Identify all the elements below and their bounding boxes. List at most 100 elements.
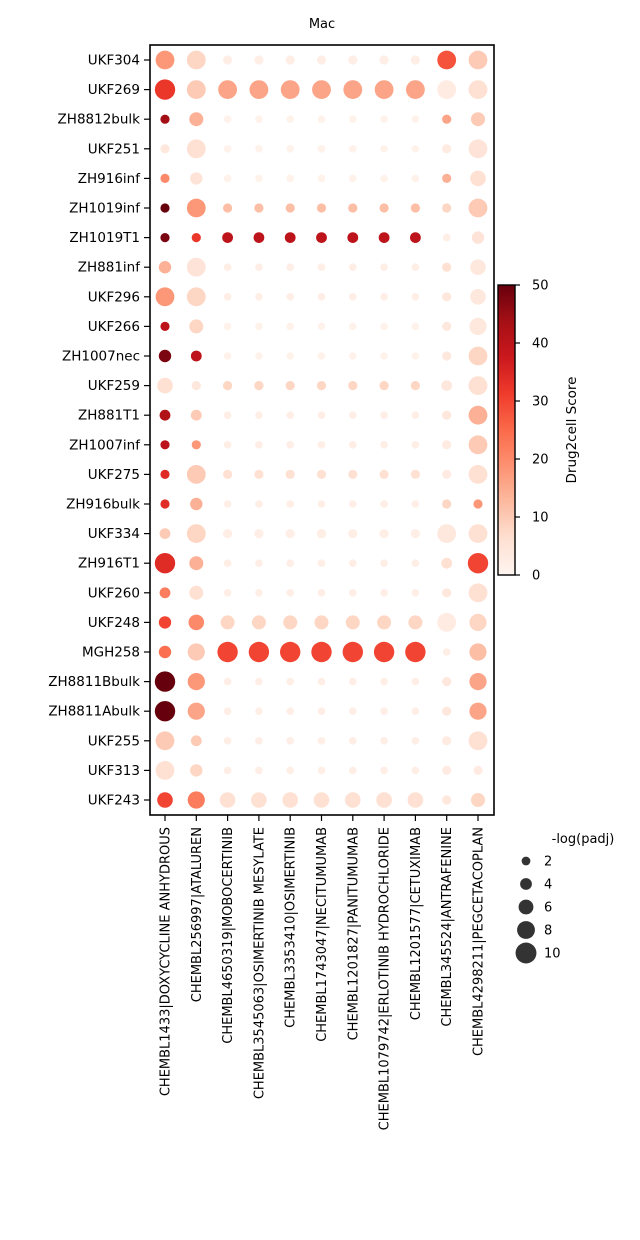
dot-19-2 — [220, 615, 235, 630]
dot-5-9 — [442, 203, 452, 213]
dot-11-4 — [285, 381, 295, 391]
dot-14-8 — [410, 469, 420, 479]
row-label: UKF243 — [88, 793, 140, 809]
dot-19-7 — [377, 615, 392, 630]
dot-17-1 — [189, 556, 204, 571]
dot-23-9 — [442, 736, 452, 746]
dot-3-5 — [317, 145, 326, 153]
col-label: CHEMBL3353410|OSIMERTINIB — [284, 827, 299, 1028]
row-label: ZH8811Bbulk — [48, 674, 140, 690]
dot-20-4 — [280, 641, 301, 663]
row-label: UKF251 — [88, 141, 140, 157]
column-labels: CHEMBL1433|DOXYCYCLINE ANHYDROUS CHEMBL25… — [159, 815, 487, 1130]
dot-1-6 — [343, 80, 363, 99]
dot-13-3 — [255, 441, 263, 449]
dot-13-1 — [191, 440, 201, 450]
dot-16-8 — [410, 529, 420, 539]
dot-20-2 — [217, 641, 238, 663]
dot-6-3 — [253, 232, 265, 244]
dot-2-4 — [286, 115, 295, 123]
dot-24-2 — [223, 766, 232, 775]
dot-6-7 — [378, 232, 390, 244]
dot-12-1 — [190, 409, 202, 421]
dot-0-2 — [223, 55, 233, 65]
dot-25-4 — [282, 792, 299, 808]
dot-9-1 — [189, 319, 204, 334]
dot-22-2 — [223, 707, 232, 715]
dot-7-5 — [317, 263, 326, 272]
plot-area — [149, 44, 495, 816]
dot-9-0 — [160, 321, 170, 331]
dot-0-1 — [186, 50, 206, 70]
dot-21-3 — [255, 677, 263, 686]
dot-13-6 — [349, 441, 357, 449]
dot-12-8 — [411, 411, 420, 420]
dot-17-4 — [286, 559, 295, 567]
dot-0-3 — [254, 55, 264, 65]
dot-11-3 — [254, 381, 264, 391]
dot-2-5 — [317, 115, 326, 123]
dot-0-10 — [468, 50, 488, 70]
dot-19-10 — [469, 613, 487, 632]
row-label: ZH916inf — [78, 171, 141, 187]
dot-9-4 — [286, 322, 295, 331]
dot-17-3 — [255, 559, 263, 567]
dot-0-9 — [437, 50, 457, 70]
row-labels: UKF304 UKF269 ZH8812bulk UKF251 ZH916inf ZH10… — [48, 53, 150, 809]
dot-6-0 — [160, 233, 170, 243]
row-label: ZH881inf — [78, 260, 141, 276]
dot-12-4 — [286, 411, 295, 420]
dot-8-4 — [286, 293, 295, 301]
colorbar-label: Drug2cell Score — [564, 377, 580, 484]
dot-4-3 — [255, 174, 263, 183]
plot-frame — [149, 44, 495, 816]
dot-14-0 — [160, 469, 170, 479]
dot-18-7 — [380, 589, 388, 597]
dot-23-5 — [317, 737, 326, 745]
dot-13-7 — [380, 441, 388, 449]
dot-3-0 — [160, 144, 170, 154]
dot-11-9 — [441, 380, 453, 391]
dot-12-9 — [442, 410, 452, 420]
dot-22-8 — [411, 707, 420, 715]
size-legend: -log(padj)2 4 6 8 10 — [515, 832, 615, 964]
dot-18-8 — [411, 589, 420, 597]
dot-8-8 — [411, 293, 420, 301]
dot-18-0 — [159, 587, 171, 599]
dot-14-5 — [316, 469, 327, 479]
dot-24-9 — [442, 765, 452, 776]
dot-4-4 — [286, 174, 295, 183]
dot-6-10 — [471, 231, 485, 244]
dot-15-10 — [473, 499, 483, 509]
dot-1-10 — [468, 80, 488, 99]
dot-3-6 — [349, 145, 357, 153]
dot-2-2 — [223, 115, 232, 123]
dot-16-3 — [254, 529, 264, 539]
dot-14-6 — [348, 469, 358, 479]
dot-24-10 — [473, 765, 483, 776]
dot-2-6 — [349, 115, 357, 123]
dot-20-7 — [373, 641, 395, 663]
dot-25-3 — [251, 792, 267, 808]
dot-20-1 — [187, 643, 205, 661]
dot-15-2 — [223, 500, 232, 508]
colorbar: 0 10 20 30 40 50 Drug2cell Score — [497, 279, 580, 584]
dot-20-9 — [442, 648, 451, 656]
dot-11-0 — [157, 377, 173, 394]
dot-16-2 — [223, 529, 233, 539]
dot-21-9 — [442, 677, 452, 687]
dot-19-0 — [158, 616, 172, 629]
dot-21-7 — [380, 677, 388, 686]
dot-14-10 — [468, 465, 488, 484]
size-legend-title: -log(padj) — [552, 832, 615, 847]
dot-17-7 — [380, 559, 388, 567]
dot-5-2 — [223, 203, 233, 213]
dot-12-0 — [159, 409, 171, 421]
dot-16-10 — [468, 524, 488, 543]
row-label: UKF255 — [88, 733, 140, 749]
dot-4-5 — [317, 174, 326, 183]
dot-22-5 — [317, 707, 326, 715]
dot-5-3 — [254, 203, 264, 213]
dot-18-3 — [255, 589, 263, 597]
col-label: CHEMBL256997|ATALUREN — [190, 827, 205, 1002]
